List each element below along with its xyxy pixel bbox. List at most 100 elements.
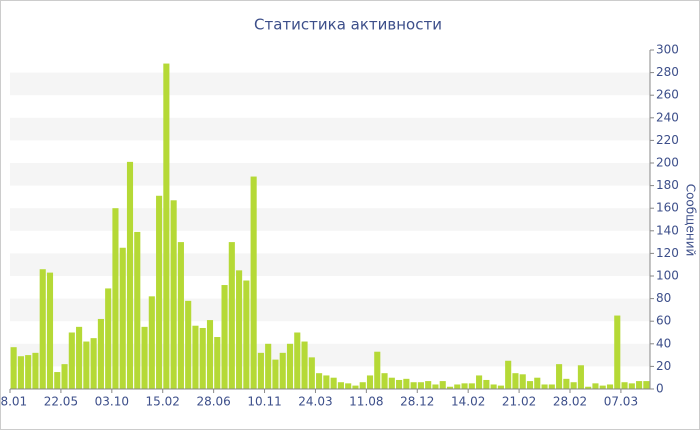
bar bbox=[534, 377, 541, 389]
bar bbox=[483, 379, 490, 389]
bar bbox=[585, 386, 592, 389]
bar bbox=[68, 332, 75, 389]
x-tick-label: 24.03 bbox=[298, 395, 332, 409]
bar bbox=[257, 352, 264, 389]
bar bbox=[388, 377, 395, 389]
bar bbox=[119, 247, 126, 389]
bar bbox=[76, 326, 83, 389]
x-tick-label: 28.02 bbox=[553, 395, 587, 409]
y-tick-label: 180 bbox=[656, 178, 679, 192]
grid-band bbox=[10, 343, 650, 367]
grid-band bbox=[10, 117, 650, 141]
grid-band bbox=[10, 72, 650, 96]
chart-title: Статистика активности bbox=[254, 16, 442, 34]
bar bbox=[628, 383, 635, 389]
bar bbox=[490, 384, 497, 389]
y-axis-label: Сообщений bbox=[684, 184, 698, 257]
bar bbox=[606, 384, 614, 389]
x-tick-label: 28.06 bbox=[196, 395, 230, 409]
bar bbox=[32, 352, 39, 389]
bar bbox=[323, 375, 330, 389]
bar bbox=[577, 365, 584, 389]
bar bbox=[112, 208, 119, 389]
bar bbox=[359, 382, 366, 389]
y-tick-label: 140 bbox=[656, 223, 679, 237]
bar bbox=[250, 176, 257, 389]
bar bbox=[643, 381, 650, 389]
bar bbox=[614, 315, 621, 389]
bar bbox=[221, 285, 228, 389]
bar bbox=[170, 200, 177, 389]
bar bbox=[316, 373, 323, 389]
bar bbox=[454, 384, 461, 389]
bar bbox=[505, 360, 512, 389]
bar bbox=[54, 372, 61, 389]
bar bbox=[199, 327, 206, 389]
y-tick-label: 200 bbox=[656, 156, 679, 170]
x-tick-label: 07.03 bbox=[604, 395, 638, 409]
y-tick-label: 280 bbox=[656, 65, 679, 79]
bar bbox=[294, 332, 301, 389]
bar bbox=[126, 161, 134, 389]
grid-band bbox=[10, 253, 650, 276]
bar bbox=[156, 195, 163, 389]
bar bbox=[548, 384, 555, 389]
bar bbox=[97, 318, 104, 389]
bar bbox=[83, 341, 90, 389]
bar bbox=[177, 242, 184, 389]
grid-band bbox=[10, 298, 650, 322]
bar bbox=[570, 382, 577, 389]
bar bbox=[556, 364, 563, 389]
bar bbox=[10, 347, 17, 389]
bar bbox=[381, 373, 388, 389]
bar bbox=[410, 382, 417, 389]
bar bbox=[134, 231, 141, 389]
bar bbox=[563, 378, 570, 389]
y-tick-label: 20 bbox=[656, 359, 671, 373]
grid-band bbox=[10, 208, 650, 231]
bar bbox=[446, 386, 454, 389]
x-tick-label: 14.02 bbox=[451, 395, 485, 409]
y-tick-label: 120 bbox=[656, 246, 679, 260]
y-tick-label: 160 bbox=[656, 201, 679, 215]
bar bbox=[105, 288, 112, 389]
bar bbox=[214, 337, 221, 389]
bar bbox=[403, 378, 410, 389]
bar bbox=[90, 338, 97, 389]
bar bbox=[39, 269, 46, 389]
bar bbox=[148, 296, 155, 389]
bar bbox=[228, 242, 235, 389]
bar bbox=[621, 382, 628, 389]
bar bbox=[497, 385, 504, 389]
y-tick-label: 60 bbox=[656, 314, 671, 328]
bar bbox=[636, 381, 643, 389]
bar bbox=[519, 374, 526, 389]
y-tick-label: 100 bbox=[656, 269, 679, 283]
bar bbox=[308, 357, 315, 389]
x-tick-label: 11.08 bbox=[349, 395, 383, 409]
x-tick-label: 10.11 bbox=[247, 395, 281, 409]
bar bbox=[286, 343, 294, 389]
bar bbox=[592, 383, 599, 389]
bar bbox=[185, 300, 192, 389]
bar bbox=[46, 272, 54, 389]
bar bbox=[425, 381, 432, 389]
bar bbox=[61, 364, 68, 389]
y-tick-label: 240 bbox=[656, 110, 679, 124]
bar bbox=[330, 377, 337, 389]
bar bbox=[396, 379, 403, 389]
bar bbox=[541, 384, 548, 389]
bar bbox=[265, 343, 272, 389]
bar bbox=[417, 382, 424, 389]
bar bbox=[236, 270, 243, 389]
bar bbox=[301, 341, 308, 389]
x-tick-label: 08.01 bbox=[0, 395, 27, 409]
bar bbox=[163, 63, 170, 390]
y-tick-label: 40 bbox=[656, 336, 671, 350]
bar bbox=[374, 351, 381, 389]
bar bbox=[476, 375, 483, 389]
x-tick-label: 21.02 bbox=[502, 395, 536, 409]
x-tick-label: 22.05 bbox=[44, 395, 78, 409]
bar bbox=[243, 280, 250, 389]
